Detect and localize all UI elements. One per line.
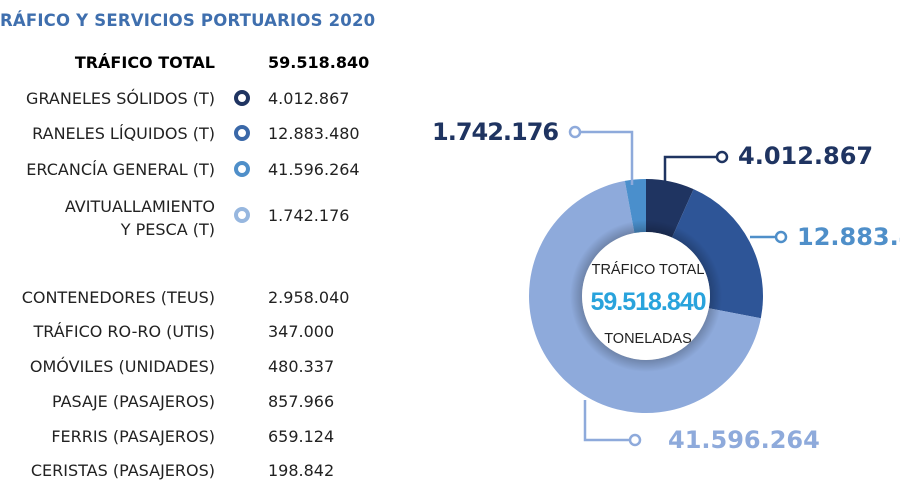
data-label-graneles-solidos: 4.012.867 — [738, 142, 873, 170]
callout-graneles-solidos-dot-icon — [715, 150, 729, 164]
row-value: 198.842 — [268, 461, 335, 480]
row-value-graneles-liquidos: 12.883.480 — [268, 124, 360, 143]
center-value: 59.518.840 — [590, 288, 705, 316]
row-label-graneles-liquidos: RANELES LÍQUIDOS (T) — [32, 124, 215, 143]
donut-hole — [582, 232, 710, 360]
center-unit: TONELADAS — [604, 331, 692, 347]
row-value: 857.966 — [268, 392, 335, 411]
row-value: 2.958.040 — [268, 288, 350, 307]
callout-avituallamiento-dot-icon — [568, 125, 582, 139]
center-label: TRÁFICO TOTAL — [592, 261, 705, 278]
data-label-mercancia-general: 41.596.264 — [668, 426, 820, 454]
slice-mercancia-general — [529, 180, 761, 413]
page-title: RÁFICO Y SERVICIOS PORTUARIOS 2020 — [0, 11, 376, 30]
callout-graneles-solidos-line — [663, 155, 716, 185]
row-label-graneles-solidos: GRANELES SÓLIDOS (T) — [26, 89, 215, 108]
row-label: CERISTAS (PASAJEROS) — [30, 461, 215, 480]
row-label-avituallamiento-1: AVITUALLAMIENTO — [64, 197, 215, 216]
row-label-avituallamiento-2: Y PESCA (T) — [120, 220, 215, 239]
row-label: OMÓVILES (UNIDADES) — [29, 357, 215, 376]
slice-avituallamiento — [624, 179, 646, 234]
row-label: FERRIS (PASAJEROS) — [51, 427, 215, 446]
callout-avituallamiento-line — [581, 130, 634, 185]
data-label-graneles-liquidos: 12.883.4 — [797, 223, 900, 251]
row-value: 347.000 — [268, 322, 335, 341]
row-value-avituallamiento: 1.742.176 — [268, 206, 350, 225]
row-label-mercancia-general: ERCANCÍA GENERAL (T) — [26, 160, 215, 179]
data-label-avituallamiento: 1.742.176 — [432, 118, 558, 146]
row-value-mercancia-general: 41.596.264 — [268, 160, 360, 179]
row-value-graneles-solidos: 4.012.867 — [268, 89, 350, 108]
legend-dot-icon — [234, 207, 250, 223]
row-label: CONTENEDORES (TEUS) — [21, 288, 215, 307]
legend-dot-icon — [234, 90, 250, 106]
total-value: 59.518.840 — [268, 53, 370, 72]
slice-graneles-liquidos — [672, 189, 764, 319]
row-value: 480.337 — [268, 357, 335, 376]
row-label: PASAJE (PASAJEROS) — [51, 392, 215, 411]
legend-dot-icon — [234, 125, 250, 141]
callout-mercancia-general-line — [583, 400, 629, 442]
total-label: TRÁFICO TOTAL — [74, 53, 215, 72]
callout-mercancia-general-dot-icon — [628, 433, 642, 447]
row-value: 659.124 — [268, 427, 335, 446]
row-label: TRÁFICO RO-RO (UTIS) — [33, 322, 215, 341]
legend-dot-icon — [234, 161, 250, 177]
callout-graneles-liquidos-dot-icon — [774, 230, 788, 244]
